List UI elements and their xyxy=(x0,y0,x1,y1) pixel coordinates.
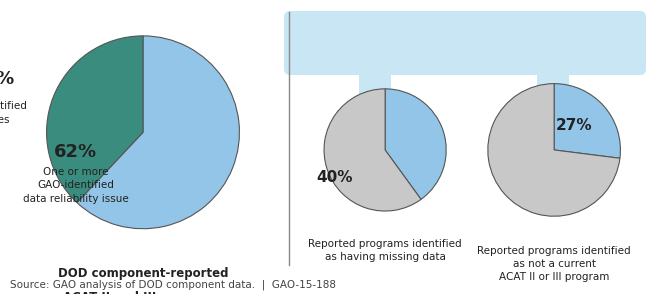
Text: ACAT II and III programs: ACAT II and III programs xyxy=(62,291,224,294)
Text: No identified
issues: No identified issues xyxy=(0,101,27,125)
Wedge shape xyxy=(554,83,620,158)
Text: One or more
GAO-identified
data reliability issue: One or more GAO-identified data reliabil… xyxy=(23,167,128,203)
Wedge shape xyxy=(77,36,239,229)
Polygon shape xyxy=(525,139,581,161)
Wedge shape xyxy=(488,83,620,216)
Wedge shape xyxy=(385,89,446,199)
Text: 38%: 38% xyxy=(0,70,15,88)
Wedge shape xyxy=(324,89,421,211)
Text: Reported programs identified
as not a current
ACAT II or III program: Reported programs identified as not a cu… xyxy=(477,246,631,283)
Text: 40%: 40% xyxy=(317,170,353,185)
Text: Reported programs identified
as having missing data: Reported programs identified as having m… xyxy=(308,238,462,262)
FancyBboxPatch shape xyxy=(359,69,391,139)
Text: DOD component-reported: DOD component-reported xyxy=(58,267,228,280)
Text: 27%: 27% xyxy=(556,118,592,133)
FancyBboxPatch shape xyxy=(537,69,569,139)
FancyBboxPatch shape xyxy=(284,11,646,75)
Text: Source: GAO analysis of DOD component data.  |  GAO-15-188: Source: GAO analysis of DOD component da… xyxy=(10,279,336,290)
Text: 62%: 62% xyxy=(54,143,97,161)
Polygon shape xyxy=(347,139,403,161)
Wedge shape xyxy=(47,36,143,203)
